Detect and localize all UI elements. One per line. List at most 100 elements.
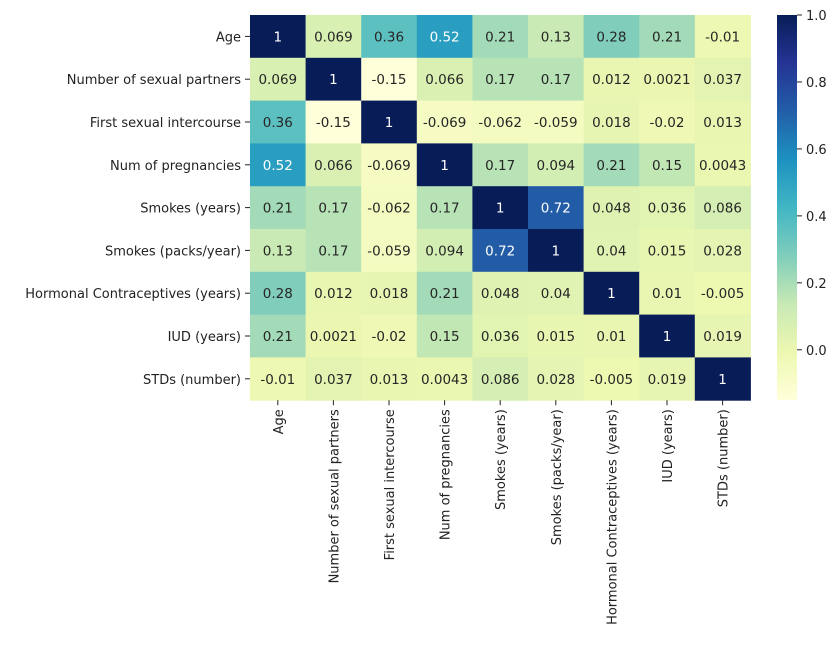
heatmap-cell — [694, 143, 751, 187]
heatmap-cell — [694, 57, 751, 102]
x-tick-label: Num of pregnancies — [439, 409, 454, 540]
heatmap-cell — [361, 186, 418, 230]
heatmap-cell — [528, 15, 585, 59]
heatmap-cell — [416, 357, 473, 401]
heatmap-cell — [416, 100, 473, 144]
heatmap-cell — [694, 271, 751, 316]
heatmap-cell — [528, 229, 585, 273]
cell-value-label: 0.015 — [536, 329, 575, 345]
heatmap-cell — [250, 57, 307, 102]
heatmap-cell — [528, 186, 585, 230]
cell-value-label: 0.066 — [314, 158, 353, 174]
cell-value-label: -0.062 — [478, 115, 522, 131]
cell-value-label: 0.094 — [425, 243, 464, 259]
cell-value-label: 0.036 — [481, 329, 520, 345]
cell-value-label: 0.17 — [318, 201, 348, 217]
heatmap-cell — [305, 143, 362, 187]
cell-value-label: 0.21 — [485, 29, 515, 45]
heatmap-cell — [639, 229, 696, 273]
cell-value-label: 1 — [718, 372, 727, 388]
heatmap-cell — [250, 229, 307, 273]
cell-value-label: 0.28 — [596, 29, 626, 45]
heatmap-cell — [639, 357, 696, 401]
heatmap-cell — [250, 100, 307, 144]
cell-value-label: 0.037 — [703, 72, 742, 88]
cell-value-label: 0.15 — [652, 158, 682, 174]
heatmap-cell — [472, 143, 529, 187]
heatmap-cell — [416, 271, 473, 316]
cell-value-label: 0.13 — [541, 29, 571, 45]
cell-value-label: 0.013 — [703, 115, 742, 131]
heatmap-cell — [694, 314, 751, 358]
heatmap-cell — [305, 57, 362, 102]
cell-value-label: -0.005 — [590, 372, 634, 388]
heatmap-cell — [583, 229, 640, 273]
heatmap-cell — [250, 271, 307, 316]
colorbar: 0.0 0.2 0.4 0.6 0.8 1.0 — [777, 9, 827, 400]
heatmap-cells: 1 0.069 0.36 0.52 0.21 0.13 0.28 0.21 -0.01 0.069… — [250, 15, 751, 401]
y-tick-label: STDs (number) — [143, 373, 241, 388]
y-tick-labels: Age Number of sexual partners First sexual… — [25, 30, 250, 388]
heatmap-cell — [416, 186, 473, 230]
heatmap-cell — [361, 357, 418, 401]
heatmap-cell — [361, 271, 418, 316]
heatmap-cell — [694, 15, 751, 59]
cell-value-label: 0.36 — [374, 29, 404, 45]
colorbar-gradient — [777, 15, 797, 400]
colorbar-tick-label: 0.8 — [806, 76, 827, 91]
cell-value-label: 0.0021 — [643, 72, 690, 88]
heatmap-cell — [472, 229, 529, 273]
cell-value-label: 0.21 — [596, 158, 626, 174]
cell-value-label: 0.048 — [481, 286, 520, 302]
heatmap-cell — [305, 100, 362, 144]
cell-value-label: -0.01 — [260, 372, 295, 388]
colorbar-tick-label: 0.6 — [806, 143, 827, 158]
cell-value-label: 0.012 — [592, 72, 631, 88]
cell-value-label: -0.069 — [367, 158, 411, 174]
x-tick-label: Smokes (years) — [494, 409, 509, 510]
heatmap-cell — [250, 143, 307, 187]
heatmap-cell — [305, 186, 362, 230]
cell-value-label: 0.52 — [430, 29, 460, 45]
cell-value-label: 1 — [607, 286, 616, 302]
heatmap-cell — [528, 143, 585, 187]
y-tick-label: Hormonal Contraceptives (years) — [25, 287, 241, 302]
cell-value-label: 0.019 — [648, 372, 687, 388]
cell-value-label: -0.02 — [650, 115, 685, 131]
x-tick-label: Smokes (packs/year) — [550, 409, 565, 545]
cell-value-label: -0.062 — [367, 201, 411, 217]
y-tick-label: IUD (years) — [168, 330, 241, 345]
heatmap-cell — [583, 357, 640, 401]
colorbar-tick-label: 0.2 — [806, 277, 827, 292]
cell-value-label: 0.13 — [263, 243, 293, 259]
cell-value-label: 1 — [329, 72, 338, 88]
heatmap-cell — [361, 229, 418, 273]
colorbar-tick-label: 0.0 — [806, 344, 827, 359]
heatmap-cell — [305, 314, 362, 358]
cell-value-label: 0.21 — [430, 286, 460, 302]
cell-value-label: 0.17 — [430, 201, 460, 217]
heatmap-cell — [694, 229, 751, 273]
cell-value-label: 0.17 — [485, 158, 515, 174]
heatmap-cell — [583, 186, 640, 230]
heatmap-cell — [472, 100, 529, 144]
y-tick-label: Smokes (packs/year) — [105, 244, 241, 259]
cell-value-label: 0.037 — [314, 372, 353, 388]
x-tick-label: Number of sexual partners — [327, 409, 342, 583]
heatmap-cell — [416, 57, 473, 102]
heatmap-cell — [305, 15, 362, 59]
cell-value-label: 0.094 — [536, 158, 575, 174]
heatmap-cell — [472, 314, 529, 358]
heatmap-cell — [528, 271, 585, 316]
heatmap-cell — [472, 15, 529, 59]
cell-value-label: 0.72 — [541, 201, 571, 217]
heatmap-cell — [639, 143, 696, 187]
cell-value-label: 0.066 — [425, 72, 464, 88]
cell-value-label: -0.15 — [372, 72, 407, 88]
cell-value-label: -0.01 — [705, 29, 740, 45]
cell-value-label: 0.04 — [541, 286, 571, 302]
cell-value-label: 0.52 — [263, 158, 293, 174]
heatmap-cell — [583, 100, 640, 144]
cell-value-label: 0.17 — [541, 72, 571, 88]
cell-value-label: 0.018 — [370, 286, 409, 302]
